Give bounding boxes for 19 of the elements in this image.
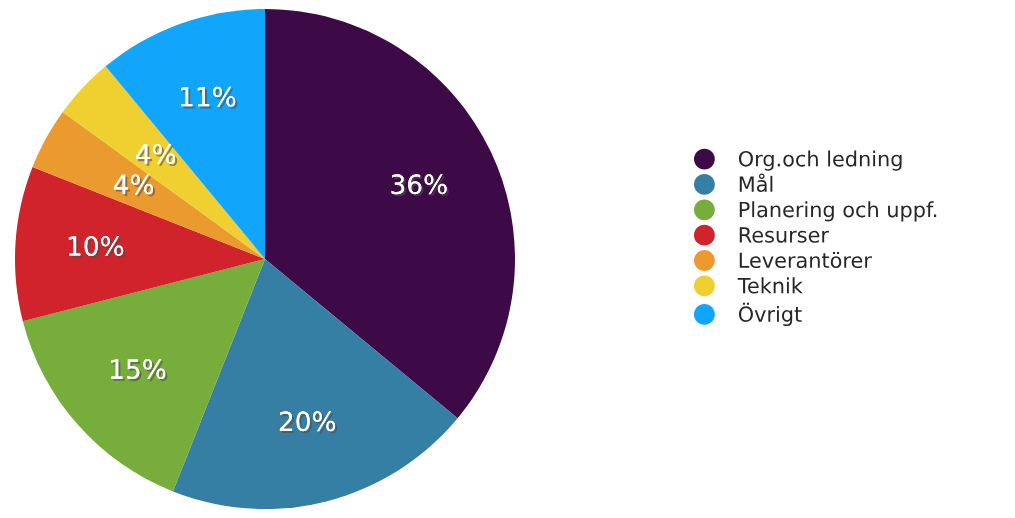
legend-label: Planering och uppf. (739, 201, 937, 222)
data-label: 36% (391, 174, 449, 197)
legend-label: Resurser (739, 227, 829, 243)
pie-slice (22, 259, 265, 492)
pie-slice (32, 112, 265, 259)
pie-slice (15, 166, 265, 322)
legend-label: Övrigt (738, 302, 802, 327)
pie-slice (172, 259, 458, 509)
data-label: 20% (279, 411, 338, 434)
legend-label: Mål (739, 173, 773, 193)
legend-label: Org.och ledning (738, 150, 902, 171)
data-label: 15% (111, 359, 168, 382)
data-label: 11% (180, 86, 238, 109)
pie-slice (62, 66, 265, 259)
data-label: 4% (136, 144, 178, 167)
legend-label: Teknik (737, 277, 803, 294)
legend-label: Leverantörer (739, 252, 872, 269)
data-label: 10% (68, 236, 126, 259)
data-label: 4% (113, 174, 156, 197)
